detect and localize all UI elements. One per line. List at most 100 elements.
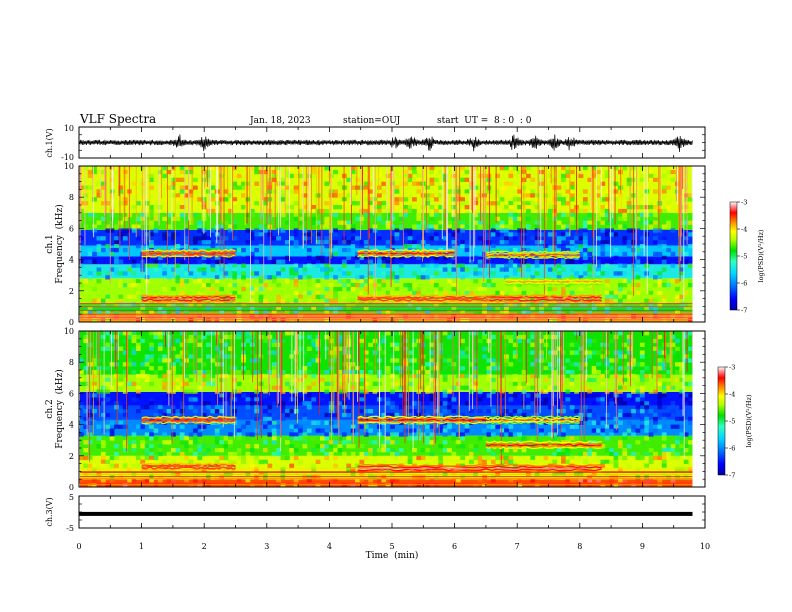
spectral-cell [100,448,106,453]
spectral-cell [100,334,106,340]
spectral-cell [433,169,439,175]
spectral-cell [609,424,615,429]
spectral-cell [293,240,299,245]
spectral-cell [333,483,338,488]
spectral-cell [131,205,137,210]
spectral-cell [341,451,347,457]
spectral-cell [674,370,680,375]
spectral-cell [179,208,185,214]
spectral-cell [381,177,387,182]
spectral-cell [341,279,347,284]
spectral-cell [135,389,141,394]
spectral-cell [359,279,365,284]
spectral-cell [311,216,317,221]
spectral-cell [512,393,518,398]
spectral-cell [504,205,509,210]
spectral-cell [79,236,84,241]
spectral-cell [591,463,597,468]
spectral-cell [477,259,483,264]
spectral-cell [639,220,645,225]
spectral-cell [245,405,251,410]
spectral-cell [477,459,483,464]
spectral-cell [363,455,369,461]
spectral-cell [149,334,154,340]
spectral-cell [508,397,514,402]
spectral-cell [683,350,689,355]
spectral-cell [578,455,584,461]
spectral-cell [604,436,610,441]
spectral-cell [254,310,260,315]
spectral-cell [407,350,413,355]
spectral-cell [394,275,400,280]
spectral-cell [626,444,632,449]
spectral-cell [674,286,680,292]
spectral-cell [96,467,102,472]
spectral-cell [473,205,479,210]
spectral-cell [429,255,435,260]
spectral-cell [534,236,540,241]
spectral-cell [214,409,220,414]
spectral-cell [306,451,312,457]
spectral-cell [390,405,395,410]
spectral-cell [473,455,479,461]
y-tick-label: 2 [69,287,74,296]
spectral-cell [530,350,536,355]
spectral-cell [179,177,185,182]
spectral-cell [376,255,382,260]
spectral-cell [622,224,628,229]
spectral-cell [293,279,299,284]
spectral-cell [534,224,540,229]
spectral-cell [236,279,242,284]
spectral-cell [96,318,102,323]
spectral-cell [394,412,400,418]
spectral-cell [263,298,268,303]
spectral-cell [530,393,536,398]
spectral-cell [609,448,615,453]
spectral-cell [394,232,400,237]
spectral-cell [490,366,496,371]
spectral-cell [223,220,229,225]
spectral-cell [648,479,654,484]
spectral-cell [556,197,562,202]
spectral-cell [460,432,466,437]
spectral-cell [473,166,479,171]
spectral-cell [547,405,553,410]
spectral-cell [403,334,409,340]
spectral-cell [569,381,575,386]
spectral-cell [381,397,387,402]
spectral-cell [429,212,435,218]
spectral-cell [556,412,562,418]
spectral-cell [241,455,246,461]
spectral-cell [512,381,518,386]
spectral-cell [311,373,317,379]
emission-line [141,463,236,467]
spectral-cell [179,420,185,425]
spectral-cell [429,259,435,264]
ch2-spectrogram-ylabel-top: ch.2 [45,399,55,418]
spectral-cell [604,236,610,241]
spectral-cell [271,370,277,375]
spectral-cell [197,224,203,229]
spectral-cell [565,208,571,214]
spectral-cell [596,271,601,276]
spectral-cell [508,259,514,264]
spectral-cell [482,306,487,311]
spectral-cell [149,185,154,190]
spectral-cell [184,279,189,284]
spectral-cell [210,263,216,268]
spectral-cell [438,220,444,225]
spectral-cell [219,224,225,229]
spectral-cell [100,393,106,398]
spectral-cell [403,401,409,406]
spectral-cell [534,290,540,296]
spectral-cell [490,263,496,268]
emission-line [357,297,486,301]
spectral-cell [617,455,623,461]
spectral-cell [249,463,255,468]
spectral-cell [403,393,409,398]
spectral-cell [617,467,623,472]
spectral-cell [556,201,562,206]
spectral-cell [192,440,198,445]
spectral-cell [280,483,286,488]
ch1-ylabel: ch.1(V) [45,128,54,157]
